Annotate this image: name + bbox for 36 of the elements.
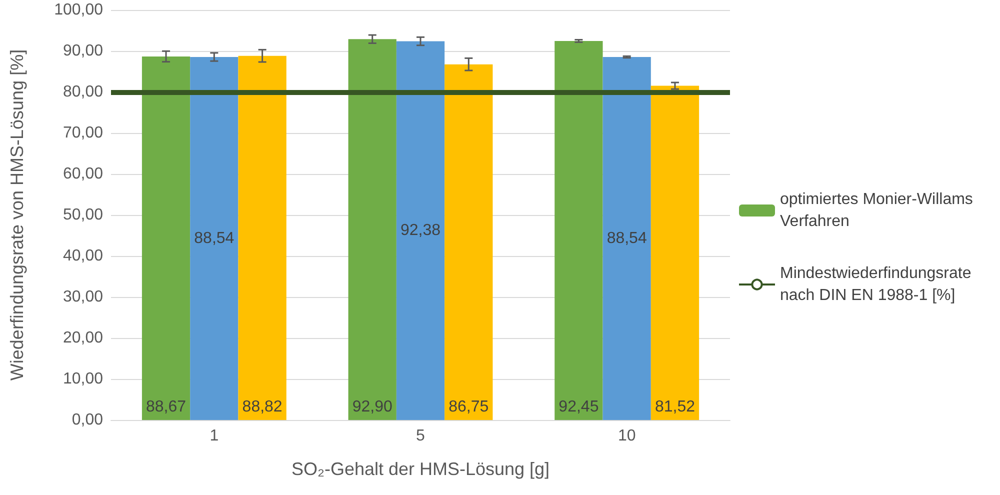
data-label: 88,54 bbox=[194, 230, 234, 247]
legend-label: Mindestwiederfindungsrate nach DIN EN 1988-1 [%] bbox=[780, 265, 976, 304]
data-label: 81,52 bbox=[654, 398, 696, 416]
data-label: 88,67 bbox=[146, 398, 186, 416]
bar bbox=[650, 86, 700, 420]
data-label: 88,54 bbox=[606, 230, 647, 247]
legend-label: optimiertes Monier-Willams Verfahren bbox=[780, 191, 978, 230]
y-tick-label: 20,00 bbox=[62, 330, 104, 346]
bar bbox=[396, 41, 445, 420]
data-label: 88,82 bbox=[242, 398, 282, 416]
bar bbox=[554, 40, 603, 420]
y-tick-label: 70,00 bbox=[62, 124, 104, 142]
x-tick-label: 10 bbox=[618, 428, 636, 444]
bar bbox=[444, 64, 493, 420]
y-tick-label: 60,00 bbox=[62, 166, 104, 182]
data-label: 86,75 bbox=[448, 398, 489, 416]
data-label: 92,45 bbox=[558, 398, 599, 416]
y-tick-label: 0,00 bbox=[72, 412, 104, 428]
bar bbox=[602, 56, 651, 420]
x-axis-title: SO₂-Gehalt der HMS-Lösung [g] bbox=[291, 459, 550, 479]
x-tick-label: 5 bbox=[416, 428, 426, 444]
y-tick-label: 50,00 bbox=[62, 206, 104, 224]
bar bbox=[238, 56, 286, 420]
y-tick-label: 100,00 bbox=[54, 2, 104, 18]
y-tick-label: 30,00 bbox=[62, 288, 104, 306]
x-tick-label: 1 bbox=[210, 428, 219, 444]
y-tick-label: 90,00 bbox=[62, 42, 104, 60]
y-tick-label: 10,00 bbox=[62, 370, 104, 388]
y-axis-title: Wiederfindungsrate von HMS-Lösung [%] bbox=[7, 49, 27, 381]
data-label: 92,90 bbox=[352, 398, 392, 416]
y-tick-label: 80,00 bbox=[62, 84, 104, 100]
data-label: 92,38 bbox=[400, 222, 441, 240]
bar bbox=[190, 56, 238, 420]
y-tick-label: 40,00 bbox=[62, 248, 104, 264]
bar bbox=[142, 56, 190, 420]
bar bbox=[348, 39, 396, 420]
